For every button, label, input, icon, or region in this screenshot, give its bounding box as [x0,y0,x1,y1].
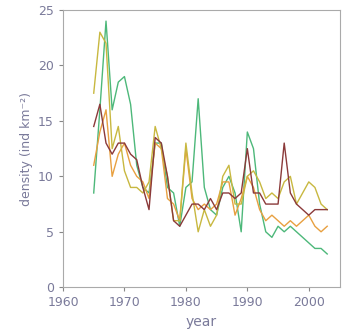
X-axis label: year: year [186,315,217,329]
Y-axis label: density (ind km⁻²): density (ind km⁻²) [20,92,33,206]
